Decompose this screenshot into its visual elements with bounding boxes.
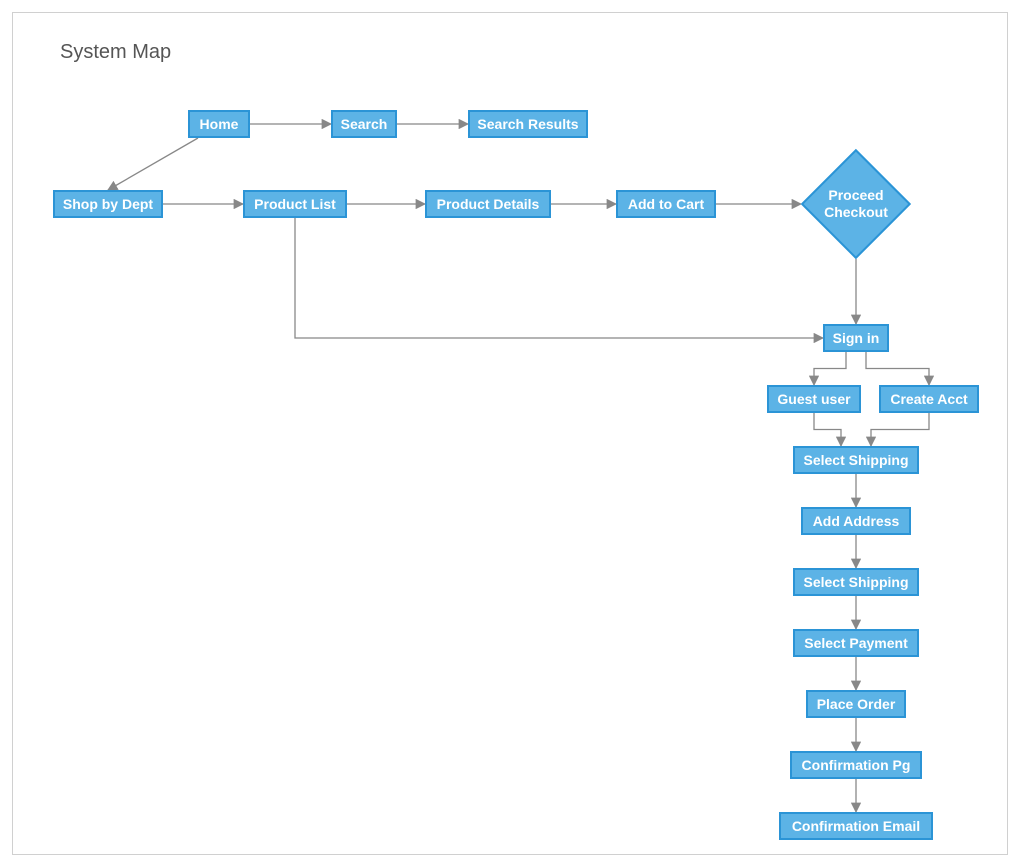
edge (871, 413, 929, 446)
diagram-canvas: System Map Home Search Search Results Shop … (12, 12, 1008, 855)
node-create_acct: Create Acct (879, 385, 979, 413)
node-confirmation_email: Confirmation Email (779, 812, 933, 840)
node-label: ProceedCheckout (801, 149, 911, 259)
node-sign_in: Sign in (823, 324, 889, 352)
diagram-title: System Map (60, 41, 171, 64)
edge (866, 352, 929, 385)
node-product_list: Product List (243, 190, 347, 218)
edge (295, 218, 823, 338)
edge (814, 413, 841, 446)
node-select_shipping1: Select Shipping (793, 446, 919, 474)
node-guest_user: Guest user (767, 385, 861, 413)
edges-layer (13, 13, 1007, 854)
edge (108, 138, 198, 190)
edge (814, 352, 846, 385)
node-search: Search (331, 110, 397, 138)
node-search_results: Search Results (468, 110, 588, 138)
node-shop_by_dept: Shop by Dept (53, 190, 163, 218)
node-home: Home (188, 110, 250, 138)
node-select_shipping2: Select Shipping (793, 568, 919, 596)
node-proceed_checkout: ProceedCheckout (801, 149, 911, 259)
node-place_order: Place Order (806, 690, 906, 718)
node-select_payment: Select Payment (793, 629, 919, 657)
node-add_to_cart: Add to Cart (616, 190, 716, 218)
node-product_details: Product Details (425, 190, 551, 218)
node-confirmation_pg: Confirmation Pg (790, 751, 922, 779)
node-add_address: Add Address (801, 507, 911, 535)
